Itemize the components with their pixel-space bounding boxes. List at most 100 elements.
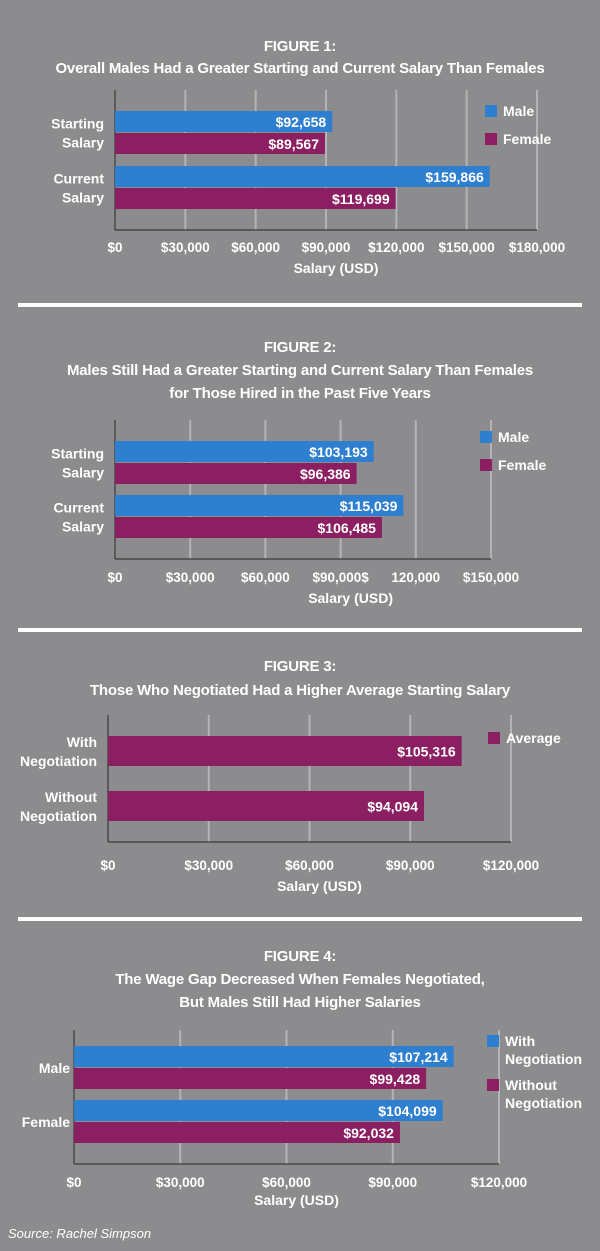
- figure-4-heading: FIGURE 4:: [263, 948, 337, 965]
- legend-swatch: [480, 459, 492, 471]
- category-label: Salary: [62, 519, 104, 535]
- figure-4-chart: $107,214 $104,099 $99,428 $92,032 Male Female…: [22, 1030, 582, 1208]
- data-label: $119,699: [332, 191, 390, 207]
- category-label: Negotiation: [20, 808, 97, 824]
- x-axis-label: Salary (USD): [277, 878, 362, 894]
- bar: [115, 441, 374, 462]
- figure-4-title-line2: But Males Still Had Higher Salaries: [179, 994, 421, 1011]
- figure-3-chart: $105,316 $94,094 With Negotiation Without Neg…: [20, 715, 561, 894]
- x-axis-label: Salary (USD): [294, 260, 379, 276]
- category-label: Negotiation: [20, 753, 97, 769]
- tick-label: $60,000: [231, 240, 280, 255]
- legend-label: Female: [498, 457, 546, 473]
- tick-label: $150,000: [439, 240, 495, 255]
- data-label: $107,214: [389, 1049, 448, 1065]
- source-note: Source: Rachel Simpson: [8, 1226, 152, 1241]
- bar: [115, 517, 382, 538]
- category-label: Starting: [51, 446, 104, 462]
- figure-1-title: Overall Males Had a Greater Starting and…: [55, 60, 545, 77]
- legend-swatch: [485, 105, 497, 117]
- data-label: $96,386: [300, 466, 351, 482]
- divider: [18, 628, 582, 632]
- x-axis-label: Salary (USD): [254, 1192, 339, 1208]
- bar: [115, 495, 404, 516]
- bar: [115, 166, 490, 187]
- category-label: Salary: [62, 465, 104, 481]
- legend-swatch: [487, 1035, 499, 1047]
- tick-label: $60,000: [285, 858, 334, 873]
- tick-label: $0: [107, 570, 122, 585]
- tick-label: $30,000: [161, 240, 210, 255]
- data-label: $115,039: [340, 498, 398, 514]
- legend-swatch: [488, 732, 500, 744]
- tick-label: $60,000: [241, 570, 290, 585]
- legend-label: With: [505, 1033, 535, 1049]
- legend-swatch: [480, 431, 492, 443]
- tick-label: $30,000: [184, 858, 233, 873]
- data-label: $104,099: [378, 1103, 437, 1119]
- data-label: $92,032: [343, 1125, 394, 1141]
- figure-1-chart: $92,658 $159,866 $89,567 $119,699 Starting Sa…: [51, 90, 565, 276]
- data-label: $105,316: [397, 744, 456, 760]
- tick-label: $120,000: [368, 240, 424, 255]
- figure-2-chart: $103,193 $115,039 $96,386 $106,485 Starting S…: [51, 420, 546, 606]
- tick-label: 120,000: [391, 570, 440, 585]
- legend-label: Average: [506, 730, 561, 746]
- category-label: Salary: [62, 190, 104, 206]
- tick-label: $30,000: [166, 570, 215, 585]
- data-label: $159,866: [425, 169, 484, 185]
- tick-label: $0: [107, 240, 122, 255]
- category-label: Female: [22, 1114, 70, 1130]
- category-label: Starting: [51, 116, 104, 132]
- tick-label: $0: [100, 858, 115, 873]
- tick-label: $180,000: [509, 240, 565, 255]
- bar: [74, 1100, 443, 1121]
- category-label: Male: [39, 1060, 70, 1076]
- bar: [108, 791, 424, 821]
- divider: [18, 917, 582, 921]
- bar: [74, 1046, 454, 1067]
- bar: [115, 133, 325, 154]
- legend-label: Negotiation: [505, 1095, 582, 1111]
- legend-swatch: [485, 133, 497, 145]
- tick-label: $0: [66, 1175, 81, 1190]
- legend-label: Without: [505, 1077, 557, 1093]
- figure-1-heading: FIGURE 1:: [263, 38, 337, 55]
- tick-label: $60,000: [262, 1175, 311, 1190]
- data-label: $89,567: [268, 136, 319, 152]
- bar: [115, 188, 396, 209]
- tick-label: $150,000: [463, 570, 519, 585]
- category-label: Current: [53, 171, 104, 187]
- legend-label: Male: [498, 429, 529, 445]
- legend-label: Male: [503, 103, 534, 119]
- figure-4-title: The Wage Gap Decreased When Females Nego…: [115, 971, 485, 988]
- legend-swatch: [487, 1079, 499, 1091]
- tick-label: $90,000: [386, 858, 435, 873]
- figure-2-heading: FIGURE 2:: [263, 339, 337, 356]
- legend-label: Negotiation: [505, 1051, 582, 1067]
- bar: [108, 736, 462, 766]
- figure-2-title: Males Still Had a Greater Starting and C…: [66, 362, 534, 379]
- tick-label: $30,000: [156, 1175, 205, 1190]
- data-label: $103,193: [309, 444, 368, 460]
- tick-label: $120,000: [471, 1175, 527, 1190]
- legend-label: Female: [503, 131, 551, 147]
- bar: [115, 111, 333, 132]
- x-axis-label: Salary (USD): [308, 590, 393, 606]
- bar: [115, 463, 357, 484]
- category-label: Current: [53, 500, 104, 516]
- figure-2-title-line2: for Those Hired in the Past Five Years: [169, 385, 431, 402]
- bar: [74, 1068, 427, 1089]
- category-label: With: [67, 734, 97, 750]
- tick-label: $120,000: [483, 858, 539, 873]
- data-label: $94,094: [367, 799, 418, 815]
- data-label: $92,658: [276, 114, 327, 130]
- figure-3-title: Those Who Negotiated Had a Higher Averag…: [89, 682, 511, 699]
- category-label: Salary: [62, 135, 104, 151]
- figure-3-heading: FIGURE 3:: [263, 658, 337, 675]
- divider: [18, 303, 582, 307]
- data-label: $99,428: [370, 1071, 421, 1087]
- data-label: $106,485: [318, 520, 377, 536]
- tick-label: $90,000: [302, 240, 351, 255]
- category-label: Without: [45, 789, 97, 805]
